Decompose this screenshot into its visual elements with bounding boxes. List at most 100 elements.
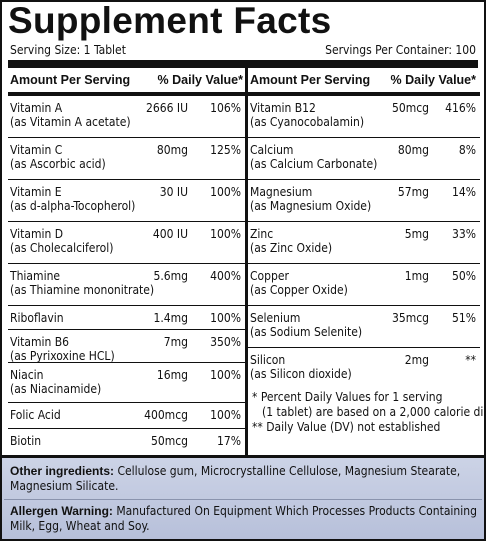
column-divider <box>245 68 248 455</box>
nutrient-label: Biotin <box>10 434 42 448</box>
nutrient-row: Riboflavin 1.4mg 100% <box>8 306 245 330</box>
nutrient-source: (as Cholecalciferol) <box>10 241 114 255</box>
nutrient-amount: 2666 IU <box>146 101 188 115</box>
nutrient-amount: 400 IU <box>152 227 188 241</box>
nutrient-amount: 35mcg <box>391 311 429 325</box>
nutrient-amount: 50mcg <box>150 434 188 448</box>
nutrient-source: (as Niacinamide) <box>10 382 102 396</box>
nutrient-name: Vitamin B6 (as Pyrixoxine HCL) <box>10 335 115 363</box>
footnote-calorie-basis: (1 tablet) are based on a 2,000 calorie … <box>262 405 486 419</box>
nutrient-source: (as Sodium Selenite) <box>250 325 363 339</box>
nutrient-daily-value: 100% <box>210 408 241 422</box>
nutrient-label: Calcium <box>250 143 294 157</box>
nutrient-amount: 1.4mg <box>153 311 188 325</box>
nutrient-source: (as Zinc Oxide) <box>250 241 333 255</box>
nutrient-daily-value: 100% <box>210 368 241 382</box>
nutrient-label: Niacin <box>10 368 44 382</box>
nutrient-amount: 57mg <box>397 185 429 199</box>
nutrient-daily-value: 400% <box>210 269 241 283</box>
nutrient-daily-value: 106% <box>210 101 241 115</box>
nutrient-name: Copper (as Copper Oxide) <box>250 269 348 297</box>
nutrient-amount: 16mg <box>156 368 188 382</box>
nutrient-name: Vitamin D (as Cholecalciferol) <box>10 227 113 255</box>
nutrient-label: Vitamin B12 <box>250 101 316 115</box>
nutrient-amount: 7mg <box>163 335 188 349</box>
nutrient-row: Thiamine (as Thiamine mononitrate) 5.6mg 40… <box>8 264 245 306</box>
nutrient-amount: 80mg <box>397 143 429 157</box>
servings-per-container: Servings Per Container: 100 <box>325 43 476 57</box>
nutrient-daily-value: 8% <box>458 143 476 157</box>
nutrient-name: Folic Acid <box>10 408 61 422</box>
nutrient-row: Magnesium (as Magnesium Oxide) 57mg 14% <box>248 180 480 222</box>
nutrient-label: Vitamin C <box>10 143 63 157</box>
right-column: Amount Per Serving % Daily Value* Vitami… <box>248 68 480 392</box>
nutrient-name: Vitamin B12 (as Cyanocobalamin) <box>250 101 364 129</box>
nutrient-daily-value: 125% <box>210 143 241 157</box>
daily-value-header: % Daily Value* <box>390 73 476 87</box>
nutrient-row: Vitamin C (as Ascorbic acid) 80mg 125% <box>8 138 245 180</box>
nutrient-daily-value: 100% <box>210 311 241 325</box>
nutrient-source: (as Vitamin A acetate) <box>10 115 131 129</box>
nutrient-amount: 80mg <box>156 143 188 157</box>
nutrient-row: Vitamin B12 (as Cyanocobalamin) 50mcg 416% <box>248 96 480 138</box>
nutrient-name: Vitamin E (as d-alpha-Tocopherol) <box>10 185 135 213</box>
nutrient-source: (as Thiamine mononitrate) <box>10 283 155 297</box>
nutrient-name: Vitamin A (as Vitamin A acetate) <box>10 101 131 129</box>
nutrient-label: Vitamin B6 <box>10 335 70 349</box>
nutrient-source: (as Copper Oxide) <box>250 283 348 297</box>
nutrient-label: Vitamin A <box>10 101 63 115</box>
nutrient-row: Selenium (as Sodium Selenite) 35mcg 51% <box>248 306 480 348</box>
nutrient-row: Silicon (as Silicon dioxide) 2mg ** <box>248 348 480 392</box>
allergen-warning-label: Allergen Warning: <box>10 504 113 518</box>
ingredients-divider <box>4 499 482 500</box>
nutrient-amount: 5.6mg <box>153 269 188 283</box>
nutrient-daily-value: 100% <box>210 185 241 199</box>
nutrient-name: Silicon (as Silicon dioxide) <box>250 353 352 381</box>
left-column: Amount Per Serving % Daily Value* Vitami… <box>8 68 245 464</box>
nutrient-daily-value: 100% <box>210 227 241 241</box>
nutrient-row: Vitamin D (as Cholecalciferol) 400 IU 100% <box>8 222 245 264</box>
nutrient-amount: 1mg <box>404 269 429 283</box>
nutrient-row: Niacin (as Niacinamide) 16mg 100% <box>8 363 245 403</box>
nutrient-name: Calcium (as Calcium Carbonate) <box>250 143 377 171</box>
nutrient-daily-value: 350% <box>210 335 241 349</box>
nutrient-daily-value: 17% <box>217 434 241 448</box>
serving-size: Serving Size: 1 Tablet <box>10 43 126 57</box>
nutrient-label: Vitamin D <box>10 227 64 241</box>
nutrient-daily-value: ** <box>465 353 476 367</box>
label-title: Supplement Facts <box>8 0 332 41</box>
nutrient-label: Riboflavin <box>10 311 64 325</box>
nutrient-row: Biotin 50mcg 17% <box>8 429 245 464</box>
amount-per-serving-header: Amount Per Serving <box>10 73 131 87</box>
nutrient-name: Niacin (as Niacinamide) <box>10 368 101 396</box>
nutrient-label: Vitamin E <box>10 185 62 199</box>
ingredients-panel: Other ingredients: Cellulose gum, Microc… <box>2 455 484 539</box>
nutrient-source: (as Calcium Carbonate) <box>250 157 378 171</box>
nutrient-row: Copper (as Copper Oxide) 1mg 50% <box>248 264 480 306</box>
nutrient-label: Zinc <box>250 227 274 241</box>
daily-value-header: % Daily Value* <box>157 73 243 87</box>
nutrient-row: Calcium (as Calcium Carbonate) 80mg 8% <box>248 138 480 180</box>
nutrient-label: Copper <box>250 269 289 283</box>
allergen-warning-text: Manufactured On Equipment Which Processe… <box>10 504 477 533</box>
nutrient-source: (as Cyanocobalamin) <box>250 115 365 129</box>
allergen-warning: Allergen Warning: Manufactured On Equipm… <box>10 504 478 534</box>
nutrient-row: Zinc (as Zinc Oxide) 5mg 33% <box>248 222 480 264</box>
left-column-header: Amount Per Serving % Daily Value* <box>8 68 245 96</box>
nutrient-source: (as Magnesium Oxide) <box>250 199 372 213</box>
nutrient-name: Riboflavin <box>10 311 64 325</box>
nutrient-row: Folic Acid 400mcg 100% <box>8 403 245 429</box>
nutrient-name: Selenium (as Sodium Selenite) <box>250 311 362 339</box>
nutrient-name: Zinc (as Zinc Oxide) <box>250 227 332 255</box>
thick-divider <box>8 60 478 68</box>
nutrient-amount: 50mcg <box>391 101 429 115</box>
nutrient-daily-value: 51% <box>452 311 476 325</box>
nutrient-row: Vitamin E (as d-alpha-Tocopherol) 30 IU 100… <box>8 180 245 222</box>
nutrient-name: Thiamine (as Thiamine mononitrate) <box>10 269 154 297</box>
nutrient-amount: 30 IU <box>159 185 188 199</box>
nutrient-label: Selenium <box>250 311 301 325</box>
nutrient-amount: 5mg <box>404 227 429 241</box>
nutrient-label: Folic Acid <box>10 408 61 422</box>
nutrient-source: (as Silicon dioxide) <box>250 367 352 381</box>
